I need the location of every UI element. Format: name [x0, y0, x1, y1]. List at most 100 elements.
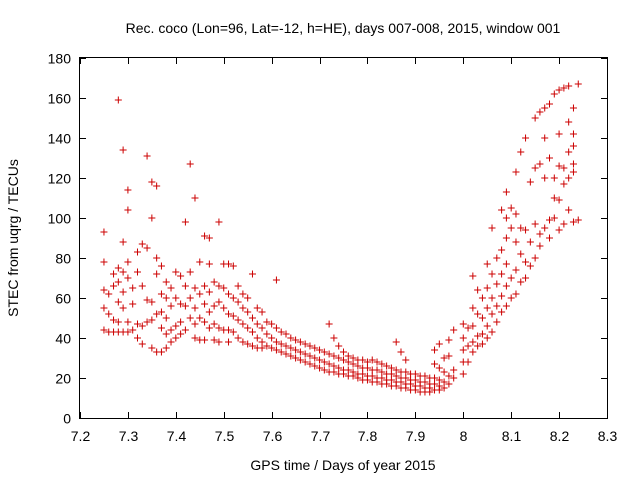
data-point	[196, 258, 204, 266]
data-point	[311, 362, 319, 370]
data-point	[196, 290, 204, 298]
data-point	[397, 378, 405, 386]
data-point	[172, 294, 180, 302]
data-point	[181, 302, 189, 310]
data-point	[344, 366, 352, 374]
data-point	[100, 326, 108, 334]
data-point	[191, 320, 199, 328]
data-point	[555, 130, 563, 138]
data-points	[100, 80, 582, 396]
data-point	[143, 318, 151, 326]
data-point	[153, 270, 161, 278]
data-point	[483, 260, 491, 268]
data-point	[201, 336, 209, 344]
data-point	[110, 270, 118, 278]
data-point	[320, 358, 328, 366]
data-point	[148, 298, 156, 306]
data-point	[172, 268, 180, 276]
data-point	[373, 378, 381, 386]
data-point	[502, 260, 510, 268]
data-point	[172, 322, 180, 330]
data-point	[229, 294, 237, 302]
data-point	[569, 142, 577, 150]
data-point	[522, 226, 530, 234]
data-point	[373, 366, 381, 374]
y-tick-label: 40	[55, 331, 71, 347]
data-point	[191, 304, 199, 312]
data-point	[469, 322, 477, 330]
data-point	[114, 318, 122, 326]
data-point	[153, 254, 161, 262]
data-point	[531, 164, 539, 172]
data-point	[143, 296, 151, 304]
data-point	[502, 188, 510, 196]
data-point	[531, 254, 539, 262]
data-point	[133, 334, 141, 342]
data-point	[119, 238, 127, 246]
data-point	[292, 346, 300, 354]
data-point	[526, 238, 534, 246]
data-point	[301, 350, 309, 358]
data-point	[402, 384, 410, 392]
y-tick-label: 0	[63, 411, 71, 427]
y-tick-label: 160	[48, 91, 72, 107]
data-point	[459, 320, 467, 328]
data-point	[550, 214, 558, 222]
data-point	[469, 272, 477, 280]
data-point	[100, 258, 108, 266]
data-point	[225, 310, 233, 318]
data-point	[340, 356, 347, 364]
data-point	[569, 218, 577, 226]
data-point	[244, 308, 252, 316]
data-point	[229, 328, 237, 336]
data-point	[129, 326, 137, 334]
data-point	[445, 336, 453, 344]
data-point	[114, 278, 122, 286]
data-point	[100, 304, 108, 312]
data-point	[191, 284, 199, 292]
data-point	[220, 304, 228, 312]
data-point	[258, 338, 266, 346]
data-point	[205, 260, 213, 268]
x-tick-label: 8	[460, 428, 468, 444]
data-point	[392, 382, 400, 390]
data-point	[522, 134, 530, 142]
data-point	[569, 130, 577, 138]
data-point	[531, 114, 539, 122]
data-point	[215, 338, 223, 346]
data-point	[296, 356, 304, 364]
data-point	[133, 268, 141, 276]
x-axis-label: GPS time / Days of year 2015	[250, 457, 435, 473]
data-point	[167, 302, 175, 310]
data-point	[340, 348, 347, 356]
plot-frame	[79, 57, 608, 419]
data-point	[335, 342, 343, 350]
data-point	[411, 386, 419, 394]
data-point	[287, 344, 295, 352]
y-axis: 0 20 40 60 80 100 120 140 160 180	[48, 51, 607, 427]
data-point	[450, 374, 458, 382]
data-point	[205, 324, 213, 332]
data-point	[263, 318, 271, 326]
data-point	[320, 366, 328, 374]
data-point	[474, 332, 482, 340]
data-point	[546, 154, 554, 162]
data-point	[133, 320, 141, 328]
data-point	[205, 288, 213, 296]
data-point	[292, 354, 300, 362]
data-point	[435, 340, 443, 348]
y-tick-label: 80	[55, 251, 71, 267]
data-point	[541, 134, 549, 142]
data-point	[560, 220, 568, 228]
data-point	[574, 216, 582, 224]
data-point	[325, 360, 333, 368]
data-point	[234, 298, 242, 306]
data-point	[229, 312, 237, 320]
data-point	[383, 380, 391, 388]
data-point	[124, 206, 132, 214]
data-point	[316, 356, 324, 364]
data-point	[416, 382, 424, 390]
data-point	[296, 348, 304, 356]
data-point	[201, 318, 209, 326]
data-point	[464, 358, 472, 366]
